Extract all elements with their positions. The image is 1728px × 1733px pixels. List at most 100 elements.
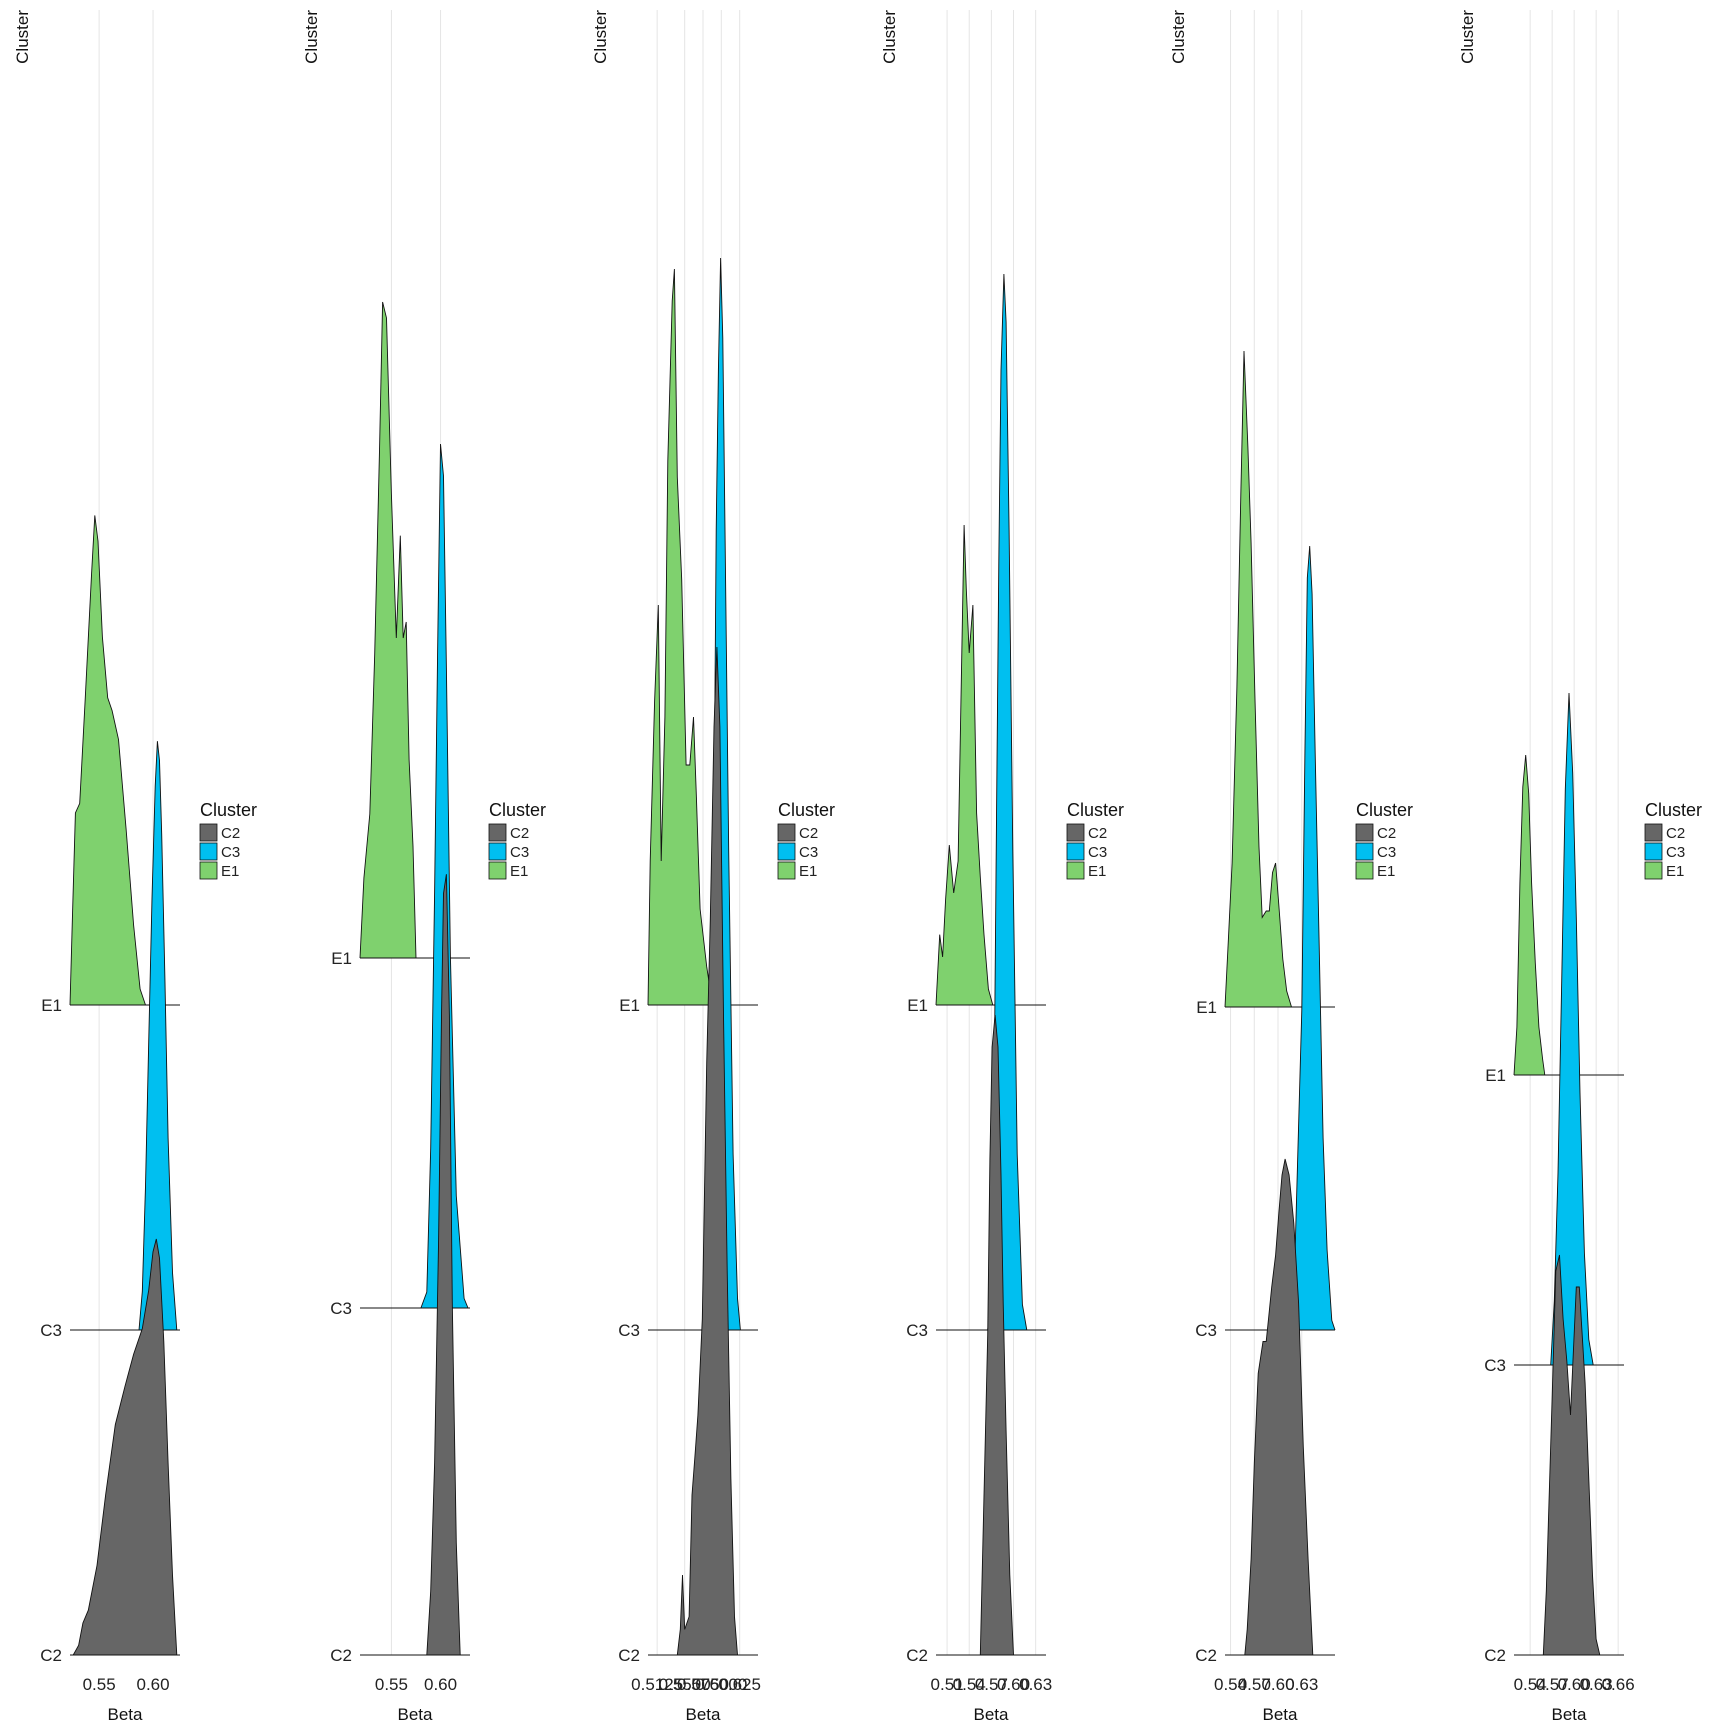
y-tick-label: C2: [330, 1646, 352, 1665]
x-axis-title: Beta: [1263, 1705, 1299, 1724]
legend: Cluster C2 C3 E1: [1066, 800, 1124, 880]
y-tick-label: E1: [1485, 1066, 1506, 1085]
legend-label: C2: [1088, 825, 1107, 842]
ridge-e1: [648, 269, 713, 1005]
y-tick-label: E1: [331, 949, 352, 968]
ridge-e1: [360, 302, 416, 958]
ridge-c2: [73, 1239, 177, 1655]
legend-label: E1: [1377, 863, 1395, 880]
legend: Cluster C2 C3 E1: [1644, 800, 1702, 880]
legend-label: E1: [510, 863, 528, 880]
legend-title: Cluster: [200, 800, 257, 820]
legend-key-c2: [777, 823, 796, 842]
legend: Cluster C2 C3 E1: [199, 800, 257, 880]
y-tick-label: C2: [40, 1646, 62, 1665]
ridge-c3: [420, 444, 468, 1308]
panel-3: C2 C3 E1 Cluster 0.51250.55000.57500.60000.6…: [591, 10, 835, 1724]
y-tick-label: E1: [619, 996, 640, 1015]
legend: Cluster C2 C3 E1: [488, 800, 546, 880]
legend-label: C3: [221, 844, 240, 861]
ridge-c2: [677, 647, 738, 1655]
legend-key-e1: [1644, 861, 1663, 880]
legend-label: C2: [799, 825, 818, 842]
y-tick-label: C3: [40, 1321, 62, 1340]
y-axis-title: Cluster: [1458, 10, 1477, 64]
legend-key-c3: [1066, 842, 1085, 861]
ridge-e1: [1225, 351, 1292, 1007]
legend-key-c2: [488, 823, 507, 842]
x-tick-label: 0.66: [1602, 1675, 1635, 1694]
ridge-c2: [1543, 1255, 1600, 1655]
ridge-outline-c3: [420, 443, 469, 1309]
y-tick-label: C2: [1195, 1646, 1217, 1665]
ridge-c3: [1289, 546, 1335, 1330]
y-tick-label: C3: [1484, 1356, 1506, 1375]
ridge-outline-c2: [1542, 1254, 1601, 1656]
y-axis-title: Cluster: [13, 10, 32, 64]
legend-label: C2: [510, 825, 529, 842]
legend-label: E1: [1088, 863, 1106, 880]
x-axis-title: Beta: [108, 1705, 144, 1724]
legend-label: C3: [1088, 844, 1107, 861]
x-tick-label: 0.57: [975, 1675, 1008, 1694]
y-tick-label: C2: [618, 1646, 640, 1665]
x-axis-title: Beta: [974, 1705, 1010, 1724]
legend-label: C3: [510, 844, 529, 861]
legend-key-c3: [488, 842, 507, 861]
legend-key-e1: [1066, 861, 1085, 880]
x-tick-label: 0.60: [424, 1675, 457, 1694]
legend-title: Cluster: [778, 800, 835, 820]
legend-label: C3: [1666, 844, 1685, 861]
x-axis-title: Beta: [686, 1705, 722, 1724]
panel-5: C2 C3 E1 Cluster 0.540.570.600.63 Beta Cluster…: [1169, 10, 1413, 1724]
ridge-outline-e1: [647, 268, 713, 1006]
legend-key-c3: [1644, 842, 1663, 861]
legend-label: C2: [1666, 825, 1685, 842]
ridge-c2: [1244, 1159, 1313, 1655]
y-tick-label: E1: [1196, 998, 1217, 1017]
y-tick-label: E1: [907, 996, 928, 1015]
y-tick-label: C3: [1195, 1321, 1217, 1340]
x-axis-title: Beta: [398, 1705, 434, 1724]
legend-key-e1: [777, 861, 796, 880]
x-tick-label: 0.51: [931, 1675, 964, 1694]
y-axis-title: Cluster: [1169, 10, 1188, 64]
legend-label: C3: [1377, 844, 1396, 861]
x-tick-label: 0.55: [375, 1675, 408, 1694]
legend-key-c3: [777, 842, 796, 861]
legend-key-c2: [1066, 823, 1085, 842]
y-tick-label: C2: [906, 1646, 928, 1665]
ridge-outline-c2: [676, 646, 738, 1656]
x-axis-title: Beta: [1552, 1705, 1588, 1724]
x-tick-label: 0.6000: [695, 1675, 747, 1694]
y-axis-title: Cluster: [880, 10, 899, 64]
legend-label: C2: [1377, 825, 1396, 842]
y-tick-label: C3: [330, 1299, 352, 1318]
legend-title: Cluster: [1067, 800, 1124, 820]
ridge-outline-e1: [935, 524, 994, 1006]
panel-4: C2 C3 E1 Cluster 0.510.540.570.600.63 Beta Clu…: [880, 10, 1124, 1724]
x-tick-label: 0.60: [1261, 1675, 1294, 1694]
x-tick-label: 0.63: [1285, 1675, 1318, 1694]
legend-label: E1: [221, 863, 239, 880]
ridge-outline-c2: [979, 1014, 1014, 1656]
panel-2: C2 C3 E1 Cluster 0.55 0.60 Beta Cluster C2 C3 E1: [302, 10, 546, 1724]
legend-title: Cluster: [489, 800, 546, 820]
legend-key-c2: [1355, 823, 1374, 842]
legend-key-e1: [1355, 861, 1374, 880]
legend: Cluster C2 C3 E1: [777, 800, 835, 880]
ridge-outline-e1: [1513, 754, 1546, 1076]
legend-title: Cluster: [1645, 800, 1702, 820]
ridge-outline-c2: [72, 1238, 178, 1656]
ridge-outline-e1: [69, 515, 146, 1006]
ridge-c2: [980, 1015, 1014, 1655]
x-tick-label: 0.5750: [677, 1675, 729, 1694]
legend-key-e1: [199, 861, 218, 880]
legend: Cluster C2 C3 E1: [1355, 800, 1413, 880]
ridge-outline-c2: [426, 874, 461, 1656]
ridge-e1: [936, 525, 993, 1005]
legend-label: C3: [799, 844, 818, 861]
legend-key-c3: [199, 842, 218, 861]
